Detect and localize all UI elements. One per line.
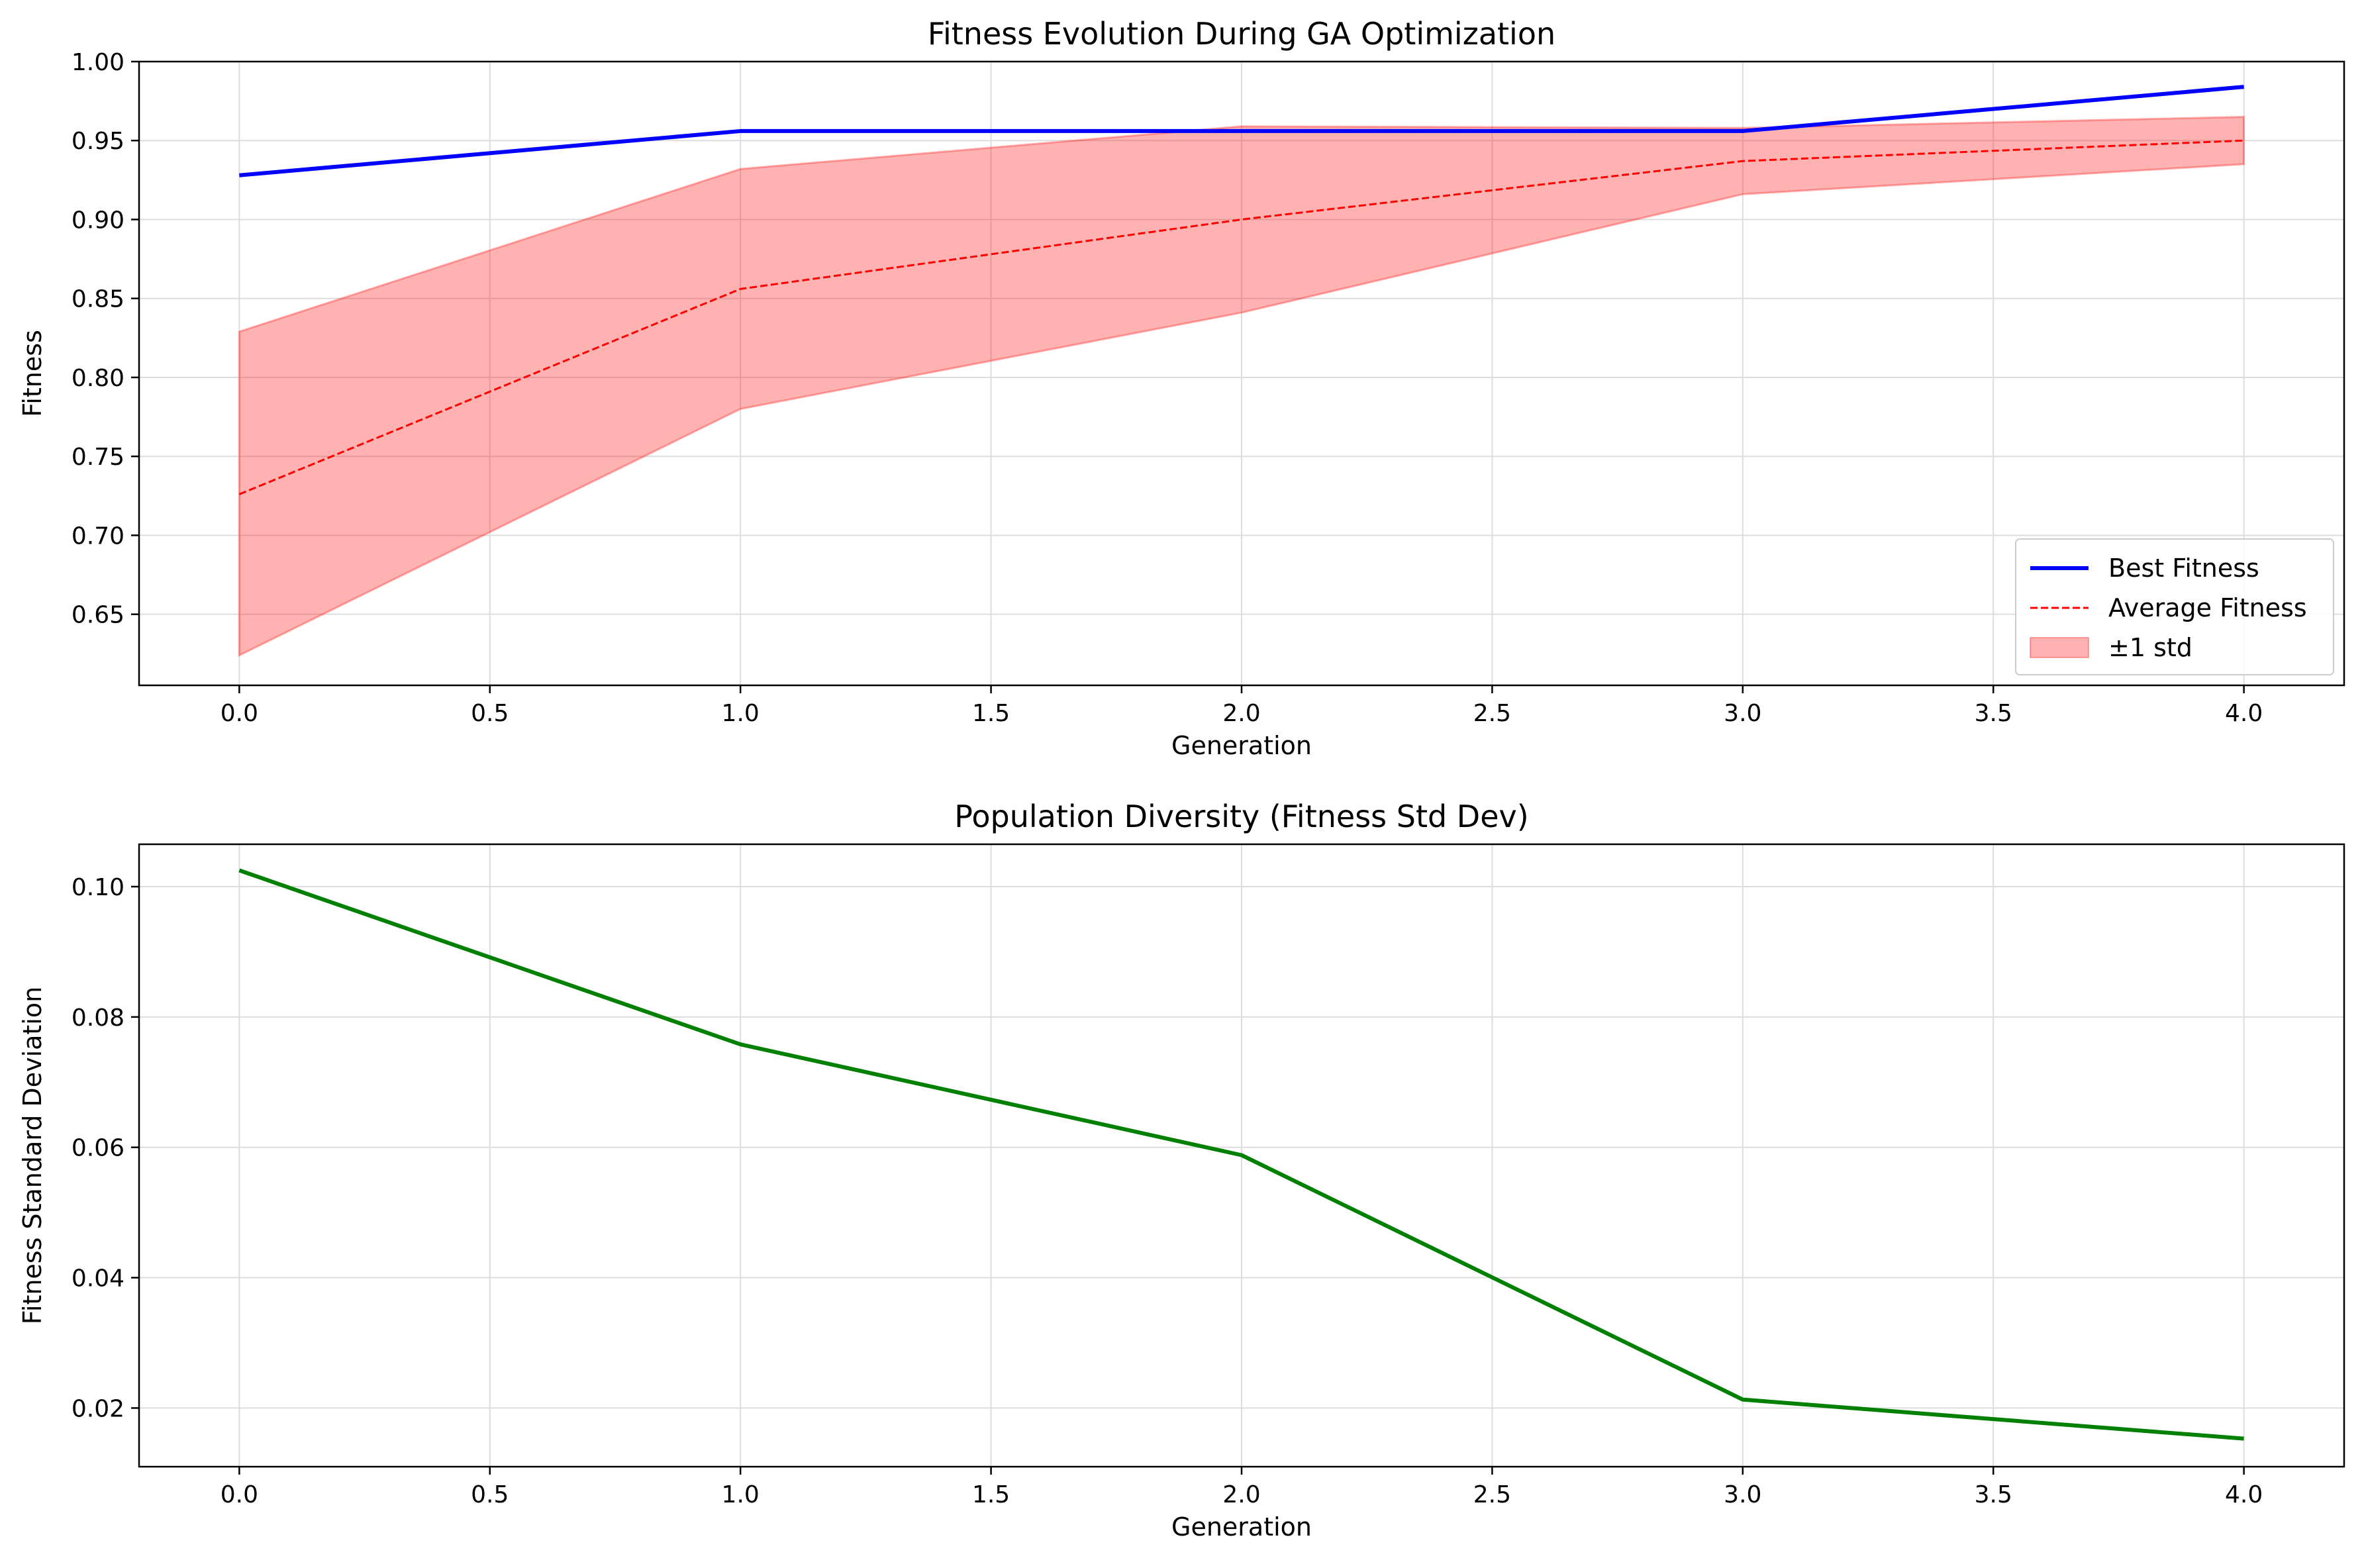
chart-title: Fitness Evolution During GA Optimization	[928, 16, 1555, 52]
x-tick-label: 3.0	[1724, 700, 1761, 727]
std-band-area	[238, 115, 2245, 658]
fitness-evolution-chart: 0.0 0.5 1.0 1.5 2.0 2.5 3.0 3.5 4.0 0.65 0.70 0.75…	[18, 16, 2345, 760]
legend-box	[2015, 538, 2334, 675]
x-tick-label: 3.0	[1724, 1481, 1761, 1508]
y-tick-label: 0.06	[72, 1135, 124, 1162]
y-tick-label: 0.95	[72, 128, 124, 155]
x-tick-label: 0.0	[221, 700, 258, 727]
y-tick-label: 0.08	[72, 1004, 124, 1032]
x-tick-label: 0.5	[471, 1481, 509, 1508]
y-tick-label: 0.75	[72, 444, 124, 471]
y-tick-label: 0.70	[72, 522, 124, 550]
series-line-average-fitness	[238, 139, 2244, 495]
y-tick-label: 0.65	[72, 602, 124, 629]
x-tick-label: 0.5	[471, 700, 509, 727]
y-tick-label: 0.85	[72, 286, 124, 313]
x-tick-label: 1.0	[722, 700, 760, 727]
y-axis-label: Fitness Standard Deviation	[18, 987, 47, 1324]
legend-label-best-fitness: Best Fitness	[2108, 554, 2259, 583]
x-tick-label: 3.5	[1975, 1481, 2012, 1508]
x-axis-label: Generation	[1171, 731, 1312, 760]
x-tick-label: 1.5	[972, 700, 1010, 727]
legend-label-average-fitness: Average Fitness	[2108, 593, 2307, 622]
x-tick-label: 4.0	[2225, 1481, 2263, 1508]
y-axis-label: Fitness	[18, 330, 47, 417]
x-tick-label: 2.0	[1222, 700, 1260, 727]
y-tick-label: 0.04	[72, 1265, 124, 1293]
legend-swatch-std-band	[2030, 637, 2089, 658]
population-diversity-chart: 0.0 0.5 1.0 1.5 2.0 2.5 3.0 3.5 4.0 0.02 0.04 0.06…	[18, 799, 2345, 1542]
series-line-best-fitness	[239, 85, 2244, 177]
x-axis-label: Generation	[1171, 1512, 1312, 1542]
y-tick-label: 0.90	[72, 207, 124, 234]
legend: Best Fitness Average Fitness ±1 std	[2015, 538, 2334, 675]
x-tick-label: 3.5	[1975, 700, 2012, 727]
chart-title: Population Diversity (Fitness Std Dev)	[954, 799, 1528, 834]
x-tick-label: 1.0	[722, 1481, 760, 1508]
x-tick-label: 1.5	[972, 1481, 1010, 1508]
y-tick-label: 0.02	[72, 1395, 124, 1422]
x-tick-label: 2.5	[1473, 700, 1511, 727]
x-tick-label: 2.0	[1222, 1481, 1260, 1508]
y-tick-label: 0.10	[72, 874, 124, 901]
y-tick-label: 1.00	[72, 49, 124, 76]
x-tick-label: 0.0	[221, 1481, 258, 1508]
legend-label-std-band: ±1 std	[2108, 633, 2192, 662]
x-tick-label: 2.5	[1473, 1481, 1511, 1508]
series-line-fitness-std-dev	[238, 868, 2244, 1441]
y-tick-label: 0.80	[72, 365, 124, 392]
x-tick-label: 4.0	[2225, 700, 2263, 727]
